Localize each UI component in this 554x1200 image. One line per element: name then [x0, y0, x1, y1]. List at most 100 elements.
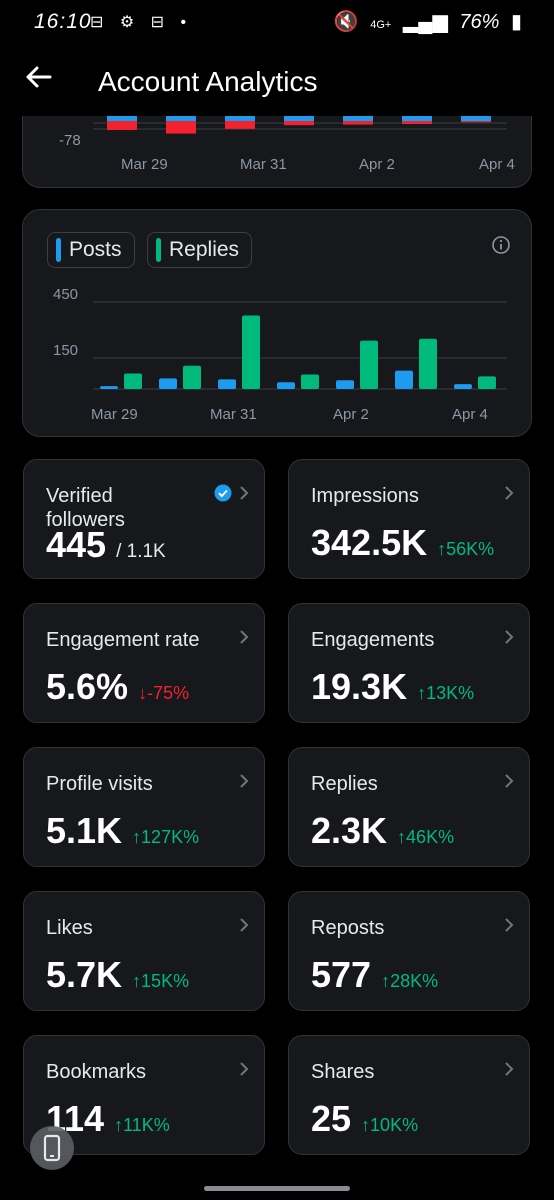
posts-replies-bar-chart: 450 150 Mar 29 Mar 31 Apr 2 Apr 4 [53, 286, 507, 423]
metric-value: 2.3K [311, 810, 388, 851]
replies-swatch [156, 238, 161, 262]
legend-posts[interactable]: Posts [47, 232, 135, 268]
metric-card[interactable]: Profile visits 5.1K ↑127K% [23, 747, 265, 867]
metric-change: ↓-75% [138, 683, 190, 703]
page-title: Account Analytics [98, 66, 318, 97]
y-tick-label: 450 [53, 286, 78, 303]
home-indicator[interactable] [204, 1186, 350, 1191]
metric-value-row: 5.1K ↑127K% [46, 810, 199, 852]
floating-phone-button[interactable] [30, 1126, 74, 1170]
bar-posts [336, 380, 354, 389]
chevron-right-icon [240, 486, 249, 500]
header: Account Analytics [0, 44, 554, 116]
metric-sub: / 1.1K [116, 541, 166, 562]
metric-card[interactable]: Replies 2.3K ↑46K% [288, 747, 530, 867]
y-tick-label: -78 [59, 132, 81, 149]
bar-posts [277, 382, 295, 389]
bar-posts [395, 370, 413, 389]
x-tick-label: Mar 31 [240, 156, 287, 173]
metric-value-row: 2.3K ↑46K% [311, 810, 454, 852]
chevron-right-icon [240, 774, 249, 788]
bar-series-1 [461, 112, 491, 121]
x-tick-label: Mar 31 [210, 406, 257, 423]
legend-replies-label: Replies [169, 238, 240, 261]
metric-label: Verified followers [46, 485, 125, 531]
metric-card[interactable]: Reposts 577 ↑28K% [288, 891, 530, 1011]
metric-change: ↑127K% [132, 827, 200, 847]
x-tick-label: Mar 29 [91, 406, 138, 423]
metric-label: Shares [311, 1061, 375, 1083]
metric-label: Reposts [311, 917, 385, 939]
metric-change: ↑10K% [361, 1115, 419, 1135]
bar-replies [183, 365, 201, 389]
legend-replies[interactable]: Replies [147, 232, 253, 268]
phone-icon [43, 1134, 61, 1162]
bar-replies [360, 340, 378, 389]
metric-change: ↑46K% [397, 827, 455, 847]
x-tick-label: Apr 4 [479, 156, 515, 173]
chevron-right-icon [240, 630, 249, 644]
network-indicator: 4G+ [370, 19, 392, 31]
legend-posts-label: Posts [69, 238, 122, 261]
metric-value-row: 5.7K ↑15K% [46, 954, 189, 996]
mute-icon: 🔇 [333, 11, 359, 33]
metric-value: 577 [311, 954, 372, 995]
bar-series-2 [284, 121, 314, 126]
metric-change: ↑28K% [381, 971, 439, 991]
metric-label: Engagement rate [46, 629, 200, 651]
metric-value: 5.7K [46, 954, 123, 995]
metric-label: Profile visits [46, 773, 153, 795]
metric-value-row: 19.3K ↑13K% [311, 666, 474, 708]
back-arrow-icon[interactable] [22, 60, 56, 94]
bar-posts [100, 386, 118, 389]
metric-value-row: 25 ↑10K% [311, 1098, 418, 1140]
metric-label: Replies [311, 773, 378, 795]
x-tick-label: Apr 4 [452, 406, 488, 423]
metric-value-row: 577 ↑28K% [311, 954, 438, 996]
metric-card[interactable]: Impressions 342.5K ↑56K% [288, 459, 530, 579]
verified-badge-icon [214, 484, 232, 502]
info-icon[interactable] [491, 235, 511, 255]
bar-posts [159, 378, 177, 389]
metric-label: Engagements [311, 629, 435, 651]
bar-replies [419, 338, 437, 389]
signal-icon: ▂▄▆ [402, 11, 448, 33]
metric-value: 25 [311, 1098, 352, 1139]
chevron-right-icon [505, 486, 514, 500]
metric-label: Bookmarks [46, 1061, 147, 1083]
metric-card[interactable]: Shares 25 ↑10K% [288, 1035, 530, 1155]
x-tick-label: Mar 29 [121, 156, 168, 173]
metric-card[interactable]: Engagements 19.3K ↑13K% [288, 603, 530, 723]
metric-value: 342.5K [311, 522, 428, 563]
battery-icon: ▮ [510, 11, 522, 33]
metric-value: 5.6% [46, 666, 129, 707]
status-right: 🔇 4G+ ▂▄▆ 76% ▮ [328, 9, 522, 34]
bar-replies [124, 373, 142, 389]
metric-change: ↑11K% [114, 1115, 170, 1135]
y-tick-label: 150 [53, 342, 78, 359]
metric-value: 5.1K [46, 810, 123, 851]
metric-value-row: 5.6% ↓-75% [46, 666, 189, 708]
bar-series-2 [166, 121, 196, 134]
chevron-right-icon [505, 1062, 514, 1076]
metric-card[interactable]: Engagement rate 5.6% ↓-75% [23, 603, 265, 723]
chevron-right-icon [240, 1062, 249, 1076]
bar-series-2 [461, 121, 491, 123]
bar-series-2 [107, 121, 137, 130]
bar-posts [218, 379, 236, 389]
metric-change: ↑15K% [132, 971, 190, 991]
metric-value: 445 [46, 524, 107, 565]
metric-change: ↑13K% [417, 683, 475, 703]
metric-card[interactable]: Likes 5.7K ↑15K% [23, 891, 265, 1011]
bar-replies [478, 376, 496, 389]
x-tick-label: Apr 2 [333, 406, 369, 423]
metric-card[interactable]: Verified followers 445 / 1.1K [23, 459, 265, 579]
notification-icons: ⊟ ⚙ ⊟ • [90, 14, 193, 31]
chevron-right-icon [505, 918, 514, 932]
status-time: 16:10 [34, 10, 92, 33]
posts-replies-chart-card: Posts Replies 450 150 Mar 29 Mar 31 Apr 2 Apr… [22, 209, 532, 437]
bar-replies [242, 315, 260, 389]
posts-swatch [56, 238, 61, 262]
metric-change: ↑56K% [437, 539, 495, 559]
chevron-right-icon [505, 774, 514, 788]
